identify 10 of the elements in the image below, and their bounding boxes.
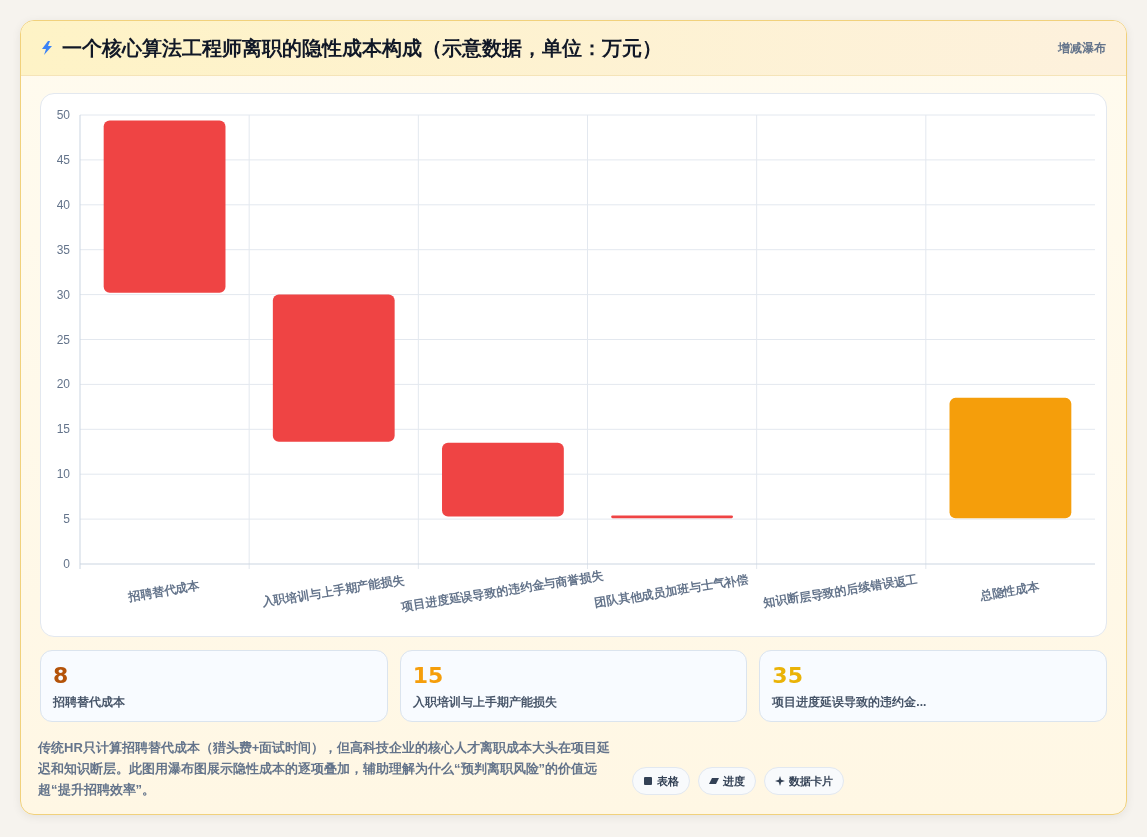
button: 数据卡片 — [764, 767, 844, 795]
button: 进度 — [698, 767, 756, 795]
card-label: 招聘替代成本 — [53, 694, 125, 710]
button: 表格 — [632, 767, 690, 795]
card-value: 8 — [53, 663, 69, 689]
card-value: 15 — [412, 663, 444, 689]
note: 传统HR只计算招聘替代成本（猎头费+面试时间），但高科技企业的核心人才离职成本大头在项目延迟和知识断层。此图用瀑布图展示隐性成本的逐项叠加，辅助理解为什么“预判离职风险”的价值远超“提升招聘效率”。 — [38, 739, 612, 799]
card-value: 35 — [772, 663, 803, 689]
card-label: 入职培训与上手期产能损失 — [412, 694, 557, 710]
card-label: 项目进度延误导致的违约金... — [772, 694, 927, 710]
